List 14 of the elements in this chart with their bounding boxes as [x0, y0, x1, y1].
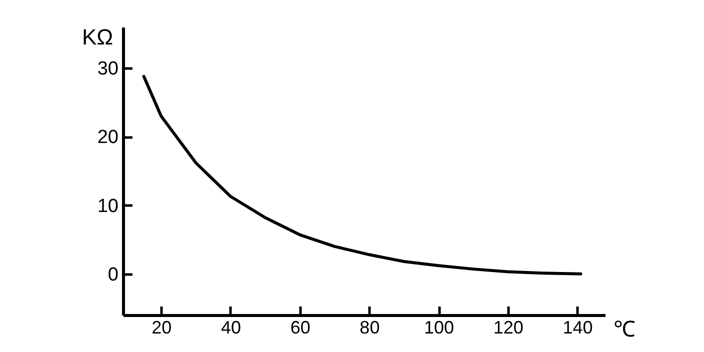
x-tick-label: 140: [562, 318, 593, 338]
y-axis-title: KΩ: [82, 24, 114, 50]
y-tick-label: 30: [97, 58, 118, 80]
line-series: [142, 74, 582, 276]
y-tick-label: 10: [97, 196, 118, 217]
x-tick-label: 60: [290, 318, 310, 338]
y-tick-label: 20: [97, 127, 118, 148]
x-tick-label: 20: [152, 318, 172, 338]
y-tick-label: 0: [108, 264, 118, 286]
x-tick-label: 120: [493, 318, 524, 338]
x-axis-title: ℃: [614, 316, 636, 342]
x-tick-label: 100: [424, 318, 454, 338]
x-tick-label: 40: [220, 318, 242, 338]
x-tick-label: 80: [360, 318, 380, 338]
